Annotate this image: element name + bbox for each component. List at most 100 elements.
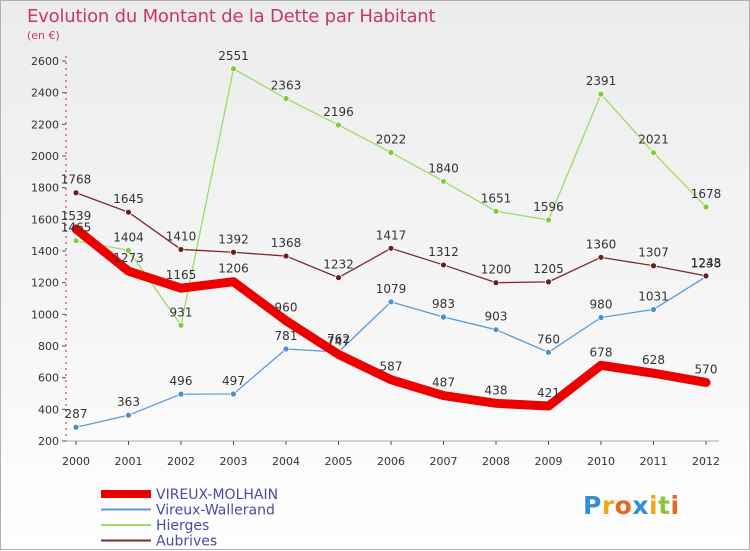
- data-label: 1307: [638, 246, 669, 260]
- data-label: 628: [642, 353, 665, 367]
- chart-data-labels: 1539 1273 1165 1206 960 747 587 487 438 421 678 628…: [61, 49, 722, 421]
- data-label: 903: [485, 310, 508, 324]
- data-point: [492, 207, 500, 215]
- data-point: [230, 390, 237, 398]
- y-tick-label: 600: [38, 372, 59, 385]
- y-tick-label: 2600: [31, 55, 59, 68]
- data-label: 1417: [376, 228, 407, 242]
- data-label: 1678: [691, 187, 722, 201]
- data-point: [545, 348, 552, 356]
- logo-letter: x: [632, 491, 649, 520]
- data-point: [282, 345, 290, 353]
- data-label: 1165: [166, 268, 197, 282]
- data-label: 960: [275, 301, 298, 315]
- data-label: 487: [432, 376, 455, 390]
- data-label: 678: [590, 345, 613, 359]
- x-tick-label: 2007: [430, 455, 458, 468]
- data-label: 1312: [428, 245, 459, 259]
- chart-axes: 200 400 600 800 1000 1200 1400 1600 1800 2000 2200…: [31, 55, 720, 468]
- data-label: 1651: [481, 191, 512, 205]
- data-point: [650, 262, 657, 270]
- data-point: [72, 237, 80, 245]
- x-tick-label: 2002: [167, 455, 195, 468]
- data-label: 931: [170, 305, 193, 319]
- data-label: 781: [275, 329, 298, 343]
- legend-label: Aubrives: [156, 534, 217, 550]
- series-line: [71, 224, 711, 411]
- data-label: 1238: [691, 257, 722, 271]
- logo-letter: r: [601, 491, 615, 520]
- data-point: [282, 252, 290, 260]
- data-label: 980: [590, 298, 613, 312]
- data-label: 1200: [481, 263, 512, 277]
- data-point: [650, 306, 657, 313]
- data-point: [177, 321, 185, 329]
- logo-letter: i: [670, 491, 680, 520]
- logo-letter: i: [649, 491, 659, 520]
- legend-label: VIREUX-MOLHAIN: [156, 487, 278, 503]
- data-point: [597, 314, 605, 321]
- data-label: 1596: [533, 200, 564, 214]
- data-label: 2551: [218, 49, 249, 63]
- data-label: 1205: [533, 262, 564, 276]
- data-label: 1768: [61, 173, 92, 187]
- data-label: 760: [537, 332, 560, 346]
- data-point: [282, 95, 290, 102]
- data-point: [125, 246, 132, 254]
- data-label: 983: [432, 297, 455, 311]
- data-point: [545, 278, 552, 286]
- data-label: 496: [170, 374, 193, 388]
- data-point: [230, 65, 237, 73]
- data-label: 2022: [376, 133, 407, 147]
- logo-letter: t: [658, 491, 671, 520]
- data-point: [650, 149, 657, 157]
- y-tick-label: 1200: [31, 277, 59, 290]
- data-point: [335, 121, 342, 129]
- x-tick-label: 2003: [220, 455, 248, 468]
- data-point: [72, 423, 80, 431]
- data-label: 1404: [113, 230, 144, 244]
- data-point: [387, 149, 395, 156]
- data-label: 762: [327, 332, 350, 346]
- data-label: 2363: [271, 79, 302, 93]
- data-point: [125, 208, 132, 216]
- y-tick-label: 1800: [31, 182, 59, 195]
- y-tick-label: 2200: [31, 118, 59, 131]
- data-point: [177, 390, 185, 398]
- data-label: 570: [695, 362, 718, 376]
- proxiti-logo: Proxiti: [583, 491, 680, 520]
- data-point: [440, 261, 447, 269]
- data-point: [335, 274, 342, 282]
- data-label: 1243: [691, 256, 722, 270]
- legend-label: Vireux-Wallerand: [156, 503, 275, 519]
- data-label: 2391: [586, 74, 617, 88]
- data-point: [440, 177, 447, 185]
- logo-letter: o: [614, 491, 633, 520]
- x-tick-label: 2004: [272, 455, 300, 468]
- chart-legend: VIREUX-MOLHAINVireux-WallerandHiergesAub…: [101, 487, 278, 550]
- data-label: 497: [222, 374, 245, 388]
- x-tick-label: 2000: [62, 455, 90, 468]
- x-tick-label: 2010: [587, 455, 615, 468]
- data-label: 421: [537, 386, 560, 400]
- y-tick-label: 1000: [31, 308, 59, 321]
- y-tick-label: 2400: [31, 87, 59, 100]
- data-label: 1410: [166, 229, 197, 243]
- x-tick-label: 2012: [692, 455, 720, 468]
- data-label: 1539: [61, 209, 92, 223]
- x-tick-label: 2011: [640, 455, 668, 468]
- data-point: [545, 216, 552, 224]
- x-tick-label: 2008: [482, 455, 510, 468]
- logo-letter: P: [583, 491, 602, 520]
- chart-series: [71, 65, 711, 431]
- data-point: [72, 189, 80, 197]
- data-label: 2021: [638, 133, 669, 147]
- data-label: 1206: [218, 262, 249, 276]
- data-point: [440, 313, 447, 321]
- data-label: 1465: [61, 221, 92, 235]
- x-tick-label: 2009: [535, 455, 563, 468]
- y-tick-label: 2000: [31, 150, 59, 163]
- y-tick-label: 200: [38, 435, 59, 448]
- legend-label: Hierges: [156, 518, 209, 534]
